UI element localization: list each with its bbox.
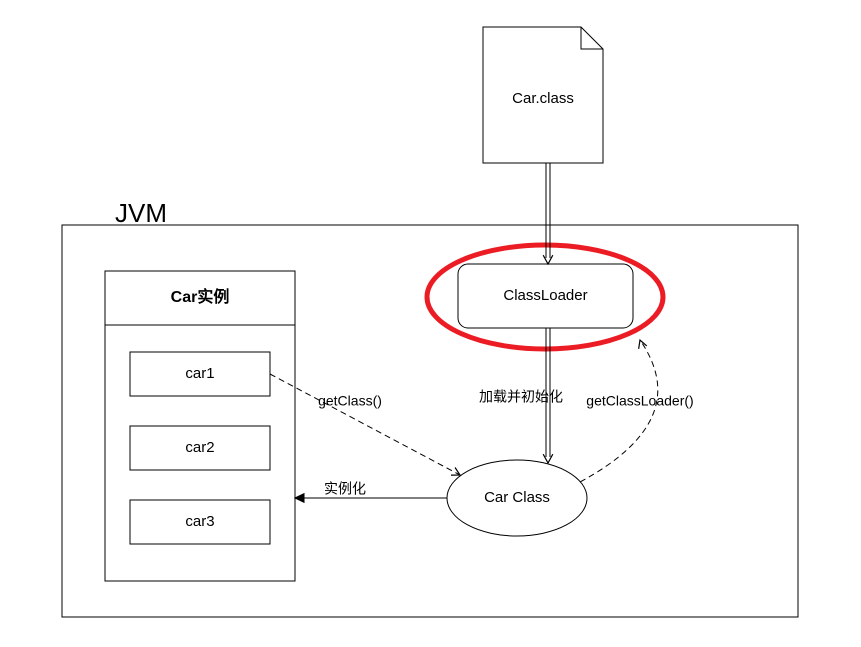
classloader-node: ClassLoader [458, 264, 633, 328]
instance-item-label: car2 [185, 439, 214, 456]
file-node: Car.class [483, 27, 603, 163]
instance-item-label: car1 [185, 365, 214, 382]
instances-panel-title: Car实例 [171, 287, 230, 306]
instance-item: car1 [130, 352, 270, 396]
edge-label: getClassLoader() [586, 393, 693, 409]
edge-label: 实例化 [324, 481, 366, 497]
instance-item: car2 [130, 426, 270, 470]
edge-label: getClass() [318, 393, 382, 409]
instance-item-label: car3 [185, 513, 214, 530]
edge-label: 加载并初始化 [479, 389, 563, 405]
car-class-label: Car Class [484, 489, 550, 506]
car-class-node: Car Class [447, 460, 587, 536]
instances-panel: Car实例 car1 car2 car3 [105, 271, 295, 581]
file-node-label: Car.class [512, 90, 574, 107]
classloader-label: ClassLoader [503, 287, 587, 304]
instance-item: car3 [130, 500, 270, 544]
jvm-label: JVM [115, 198, 167, 228]
